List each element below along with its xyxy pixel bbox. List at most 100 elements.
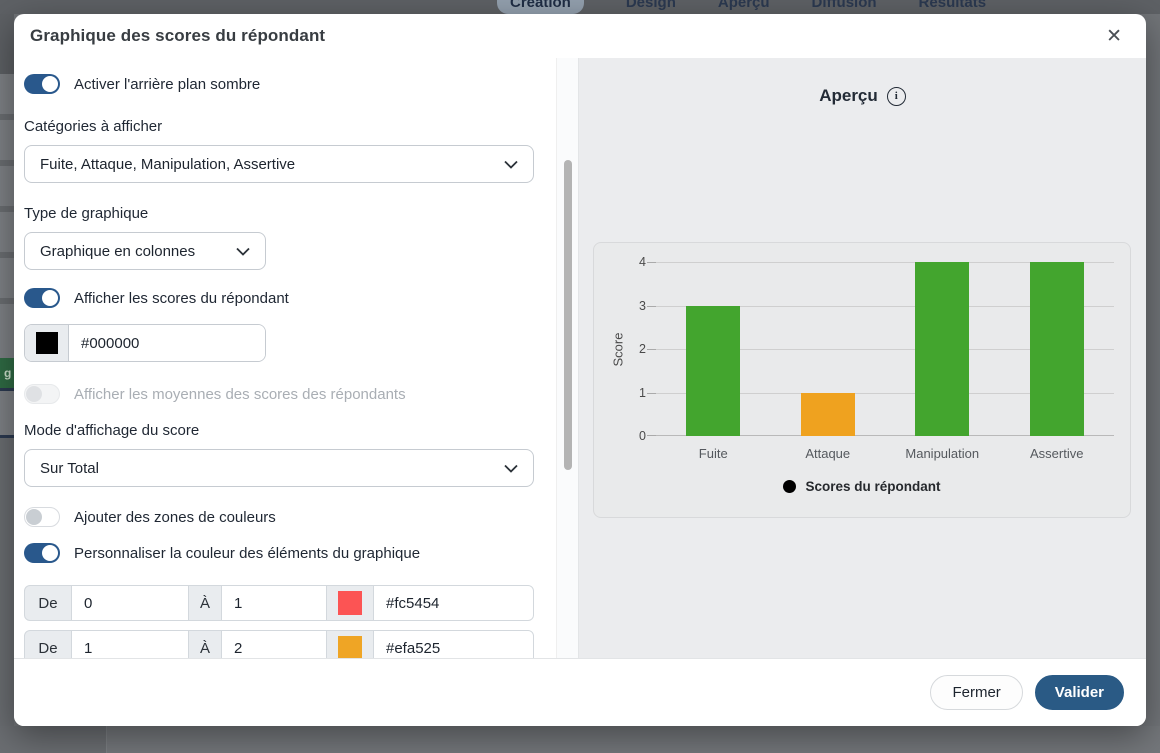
customize-colors-toggle-row: Personnaliser la couleur des éléments du…: [24, 543, 534, 563]
color-zones-toggle[interactable]: [24, 507, 60, 527]
chart-legend: Scores du répondant: [594, 479, 1130, 494]
background-block: [0, 114, 14, 120]
score-display-mode-select[interactable]: Sur Total: [24, 449, 534, 487]
background-tab-diffusion[interactable]: Diffusion: [811, 0, 877, 11]
score-color-input[interactable]: [69, 325, 265, 361]
show-means-toggle-row: Afficher les moyennes des scores des rép…: [24, 384, 534, 404]
bar-slot: [1000, 262, 1115, 436]
range-color-swatch[interactable]: [338, 636, 362, 658]
chevron-down-icon: [504, 460, 518, 477]
y-tick-label: 1: [639, 385, 646, 400]
tick-mark: [647, 349, 656, 350]
range-color-swatch[interactable]: [338, 591, 362, 615]
score-color-field: [24, 324, 266, 362]
background-block: [0, 120, 14, 160]
show-scores-toggle-label: Afficher les scores du répondant: [74, 289, 289, 307]
range-from-input[interactable]: [71, 631, 189, 658]
submit-button[interactable]: Valider: [1034, 675, 1124, 710]
background-tab-bar: Création Design Aperçu Diffusion Résulta…: [0, 0, 1160, 14]
dark-background-toggle-row: Activer l'arrière plan sombre: [24, 74, 534, 94]
bar-fuite: [686, 305, 741, 436]
show-means-toggle-label: Afficher les moyennes des scores des rép…: [74, 385, 406, 403]
categories-select[interactable]: Fuite, Attaque, Manipulation, Assertive: [24, 145, 534, 183]
background-block: [0, 258, 14, 298]
color-range-row-1: De À ✕: [24, 585, 534, 621]
toggle-knob: [42, 290, 58, 306]
range-color-swatch-cell[interactable]: [327, 586, 373, 620]
show-scores-toggle[interactable]: [24, 288, 60, 308]
background-tab-resultats[interactable]: Résultats: [918, 0, 987, 11]
category-label: Assertive: [1030, 446, 1084, 461]
background-divider: [0, 435, 14, 438]
bar-assertive: [1029, 262, 1084, 436]
chart-type-select-value: Graphique en colonnes: [40, 242, 196, 260]
category-label: Attaque: [805, 446, 851, 461]
range-to-label: À: [199, 594, 210, 612]
info-icon[interactable]: i: [886, 86, 906, 106]
bar-slot: [771, 262, 886, 436]
dark-background-toggle[interactable]: [24, 74, 60, 94]
range-color-input[interactable]: [373, 586, 533, 620]
legend-dot-icon: [783, 480, 797, 493]
y-tick-label: 3: [639, 298, 646, 313]
customize-colors-toggle-label: Personnaliser la couleur des éléments du…: [74, 544, 421, 562]
color-zones-toggle-label: Ajouter des zones de couleurs: [74, 508, 276, 526]
legend-label: Scores du répondant: [805, 479, 941, 494]
chart-type-label: Type de graphique: [24, 205, 149, 222]
bar-series: [656, 262, 1114, 436]
categories-select-value: Fuite, Attaque, Manipulation, Assertive: [40, 155, 296, 173]
tick-mark: [647, 305, 656, 307]
range-from-label: De: [38, 639, 58, 657]
categories-label: Catégories à afficher: [24, 118, 163, 135]
background-block: [0, 160, 14, 166]
background-block: [0, 252, 14, 258]
bar-slot: [656, 262, 771, 436]
background-tab-creation[interactable]: Création: [497, 0, 584, 14]
background-tab-apercu[interactable]: Aperçu: [717, 0, 770, 11]
x-axis-labels: Fuite Attaque Manipulation Assertive: [656, 446, 1114, 461]
dialog-title: Graphique des scores du répondant: [30, 26, 326, 45]
dialog-footer: Fermer Valider: [14, 658, 1146, 726]
range-color-input[interactable]: [373, 631, 533, 658]
score-color-swatch[interactable]: [35, 332, 58, 354]
close-button[interactable]: Fermer: [930, 675, 1023, 710]
dark-background-toggle-label: Activer l'arrière plan sombre: [74, 75, 261, 93]
form-scrollbar-track[interactable]: [556, 58, 578, 658]
score-color-swatch-cell[interactable]: [25, 325, 69, 361]
show-means-toggle: [24, 384, 60, 404]
background-tab-design[interactable]: Design: [625, 0, 676, 11]
toggle-knob: [26, 386, 42, 402]
toggle-knob: [26, 509, 42, 525]
dialog-body: Activer l'arrière plan sombre Catégories…: [14, 58, 1146, 658]
chart-preview-card: Score 4 3 2 1 0: [593, 242, 1131, 518]
bar-attaque: [800, 392, 855, 436]
range-to-input[interactable]: [221, 586, 327, 620]
gridline: [656, 305, 1114, 307]
settings-form: Activer l'arrière plan sombre Catégories…: [14, 58, 578, 658]
background-block: [0, 166, 14, 206]
form-scrollbar-thumb[interactable]: [564, 160, 572, 470]
close-icon[interactable]: ✕: [1106, 25, 1122, 47]
chart-plot-area: 4 3 2 1 0: [639, 255, 1114, 443]
range-color-swatch-cell[interactable]: [327, 631, 373, 658]
toggle-knob: [42, 545, 58, 561]
color-range-row-2: De À ✕: [24, 630, 534, 658]
bar-slot: [885, 262, 1000, 436]
background-block: [0, 14, 14, 74]
background-bottom-segment: [0, 726, 107, 753]
range-from-input[interactable]: [71, 586, 189, 620]
customize-colors-toggle[interactable]: [24, 543, 60, 563]
bar-manipulation: [915, 262, 970, 436]
chart-type-select[interactable]: Graphique en colonnes: [24, 232, 266, 270]
range-from-label: De: [38, 594, 58, 612]
category-label: Fuite: [698, 446, 728, 461]
chevron-down-icon: [504, 156, 518, 173]
category-label: Manipulation: [905, 446, 980, 461]
range-to-input[interactable]: [221, 631, 327, 658]
background-block: [0, 304, 14, 358]
gridline: [656, 392, 1114, 394]
tick-mark: [647, 262, 656, 263]
dialog-header: Graphique des scores du répondant ✕: [14, 14, 1146, 58]
score-display-mode-value: Sur Total: [40, 459, 99, 477]
background-bottom-strip: [0, 726, 1160, 753]
